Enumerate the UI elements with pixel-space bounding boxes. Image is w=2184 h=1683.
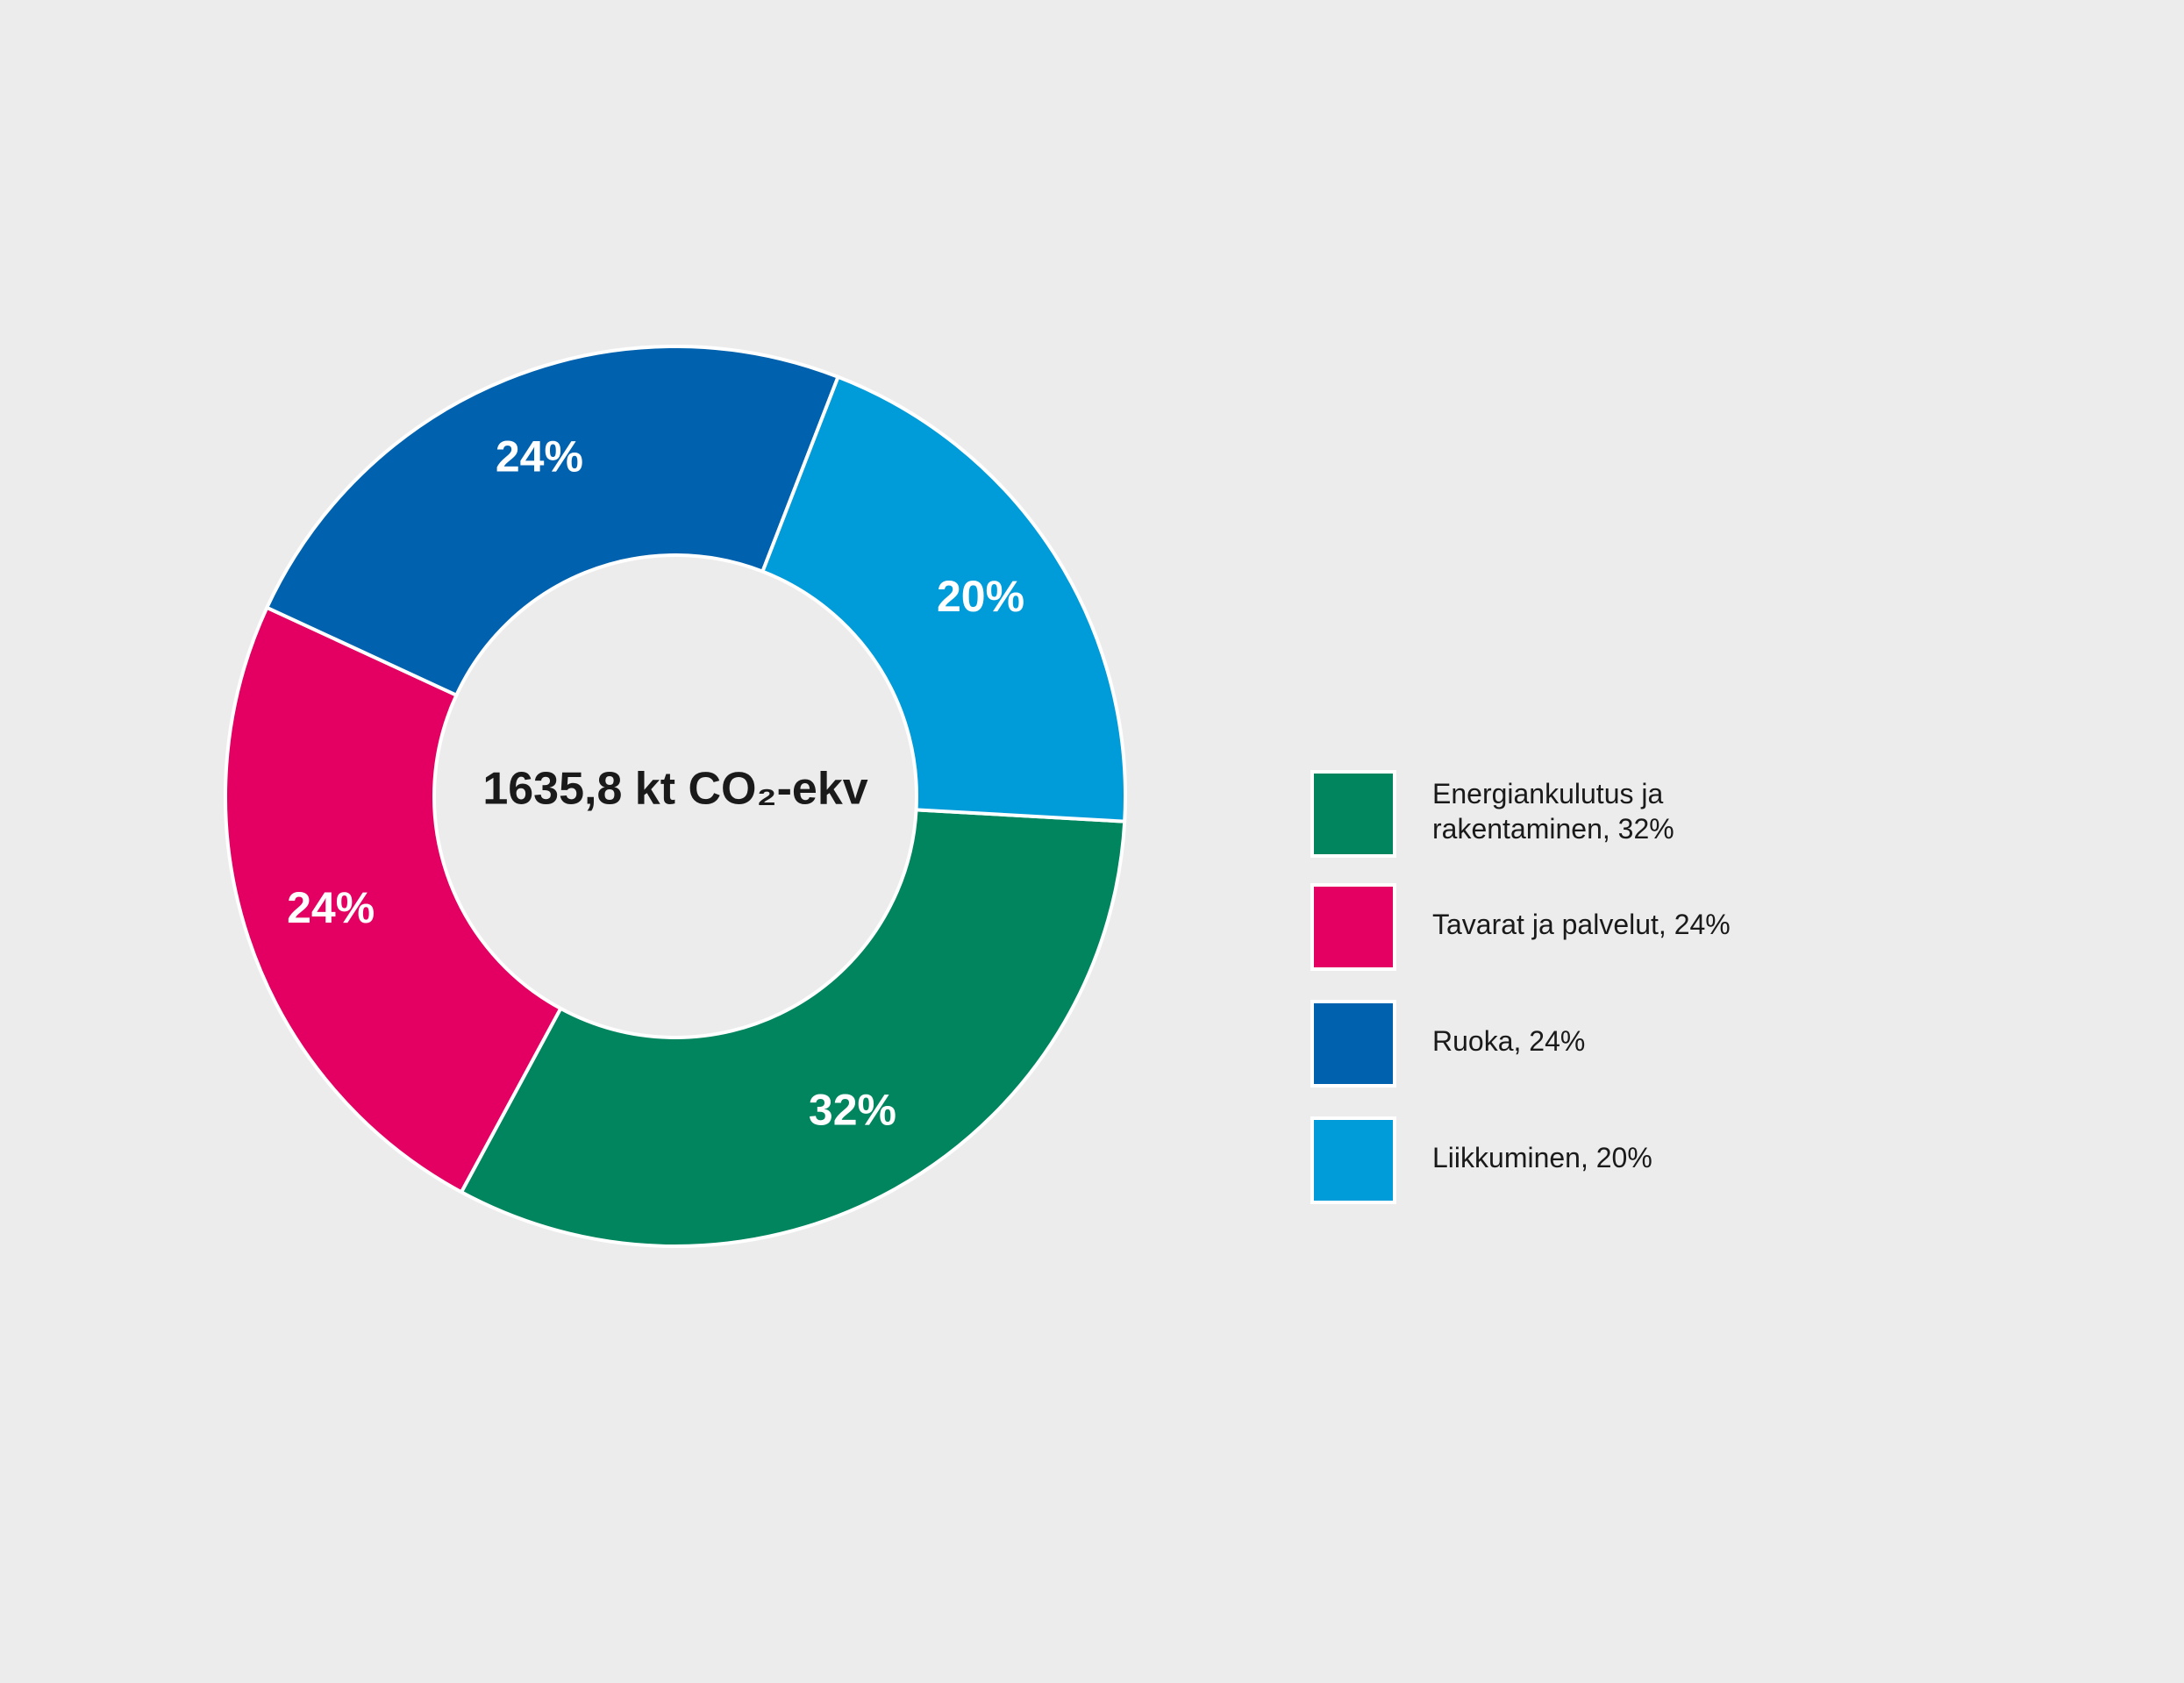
slice-value-label-2: 24%: [287, 883, 375, 932]
slice-2: [224, 605, 563, 1195]
slice-value-label-1: 32%: [809, 1086, 896, 1135]
slice-value-label-4: 20%: [937, 572, 1024, 621]
legend-item-1: Energiankulutus ja rakentaminen, 32%: [1310, 770, 1674, 858]
legend-label-1: Energiankulutus ja rakentaminen, 32%: [1432, 778, 1674, 845]
legend-item-3: Ruoka, 24%: [1310, 1000, 1585, 1088]
legend-swatch-3: [1310, 1000, 1396, 1088]
slice-1: [460, 808, 1127, 1248]
legend-swatch-1: [1310, 770, 1396, 858]
legend: Energiankulutus ja rakentaminen, 32% Tavar…: [1310, 770, 1731, 1204]
legend-swatch-2: [1310, 883, 1396, 971]
legend-item-4: Liikkuminen, 20%: [1310, 1116, 1652, 1204]
legend-label-2: Tavarat ja palvelut, 24%: [1432, 909, 1731, 940]
slice-4: [760, 374, 1127, 824]
legend-swatch-4: [1310, 1116, 1396, 1204]
legend-item-2: Tavarat ja palvelut, 24%: [1310, 883, 1731, 971]
slice-value-label-3: 24%: [496, 431, 583, 481]
legend-label-3: Ruoka, 24%: [1432, 1025, 1585, 1057]
legend-label-4: Liikkuminen, 20%: [1432, 1142, 1652, 1173]
center-total-label: 1635,8 kt CO₂-ekv: [482, 764, 867, 815]
slices-layer: [224, 345, 1127, 1248]
slice-3: [265, 345, 840, 697]
labels-layer: 32% 24% 24% 20%: [287, 431, 1024, 1134]
